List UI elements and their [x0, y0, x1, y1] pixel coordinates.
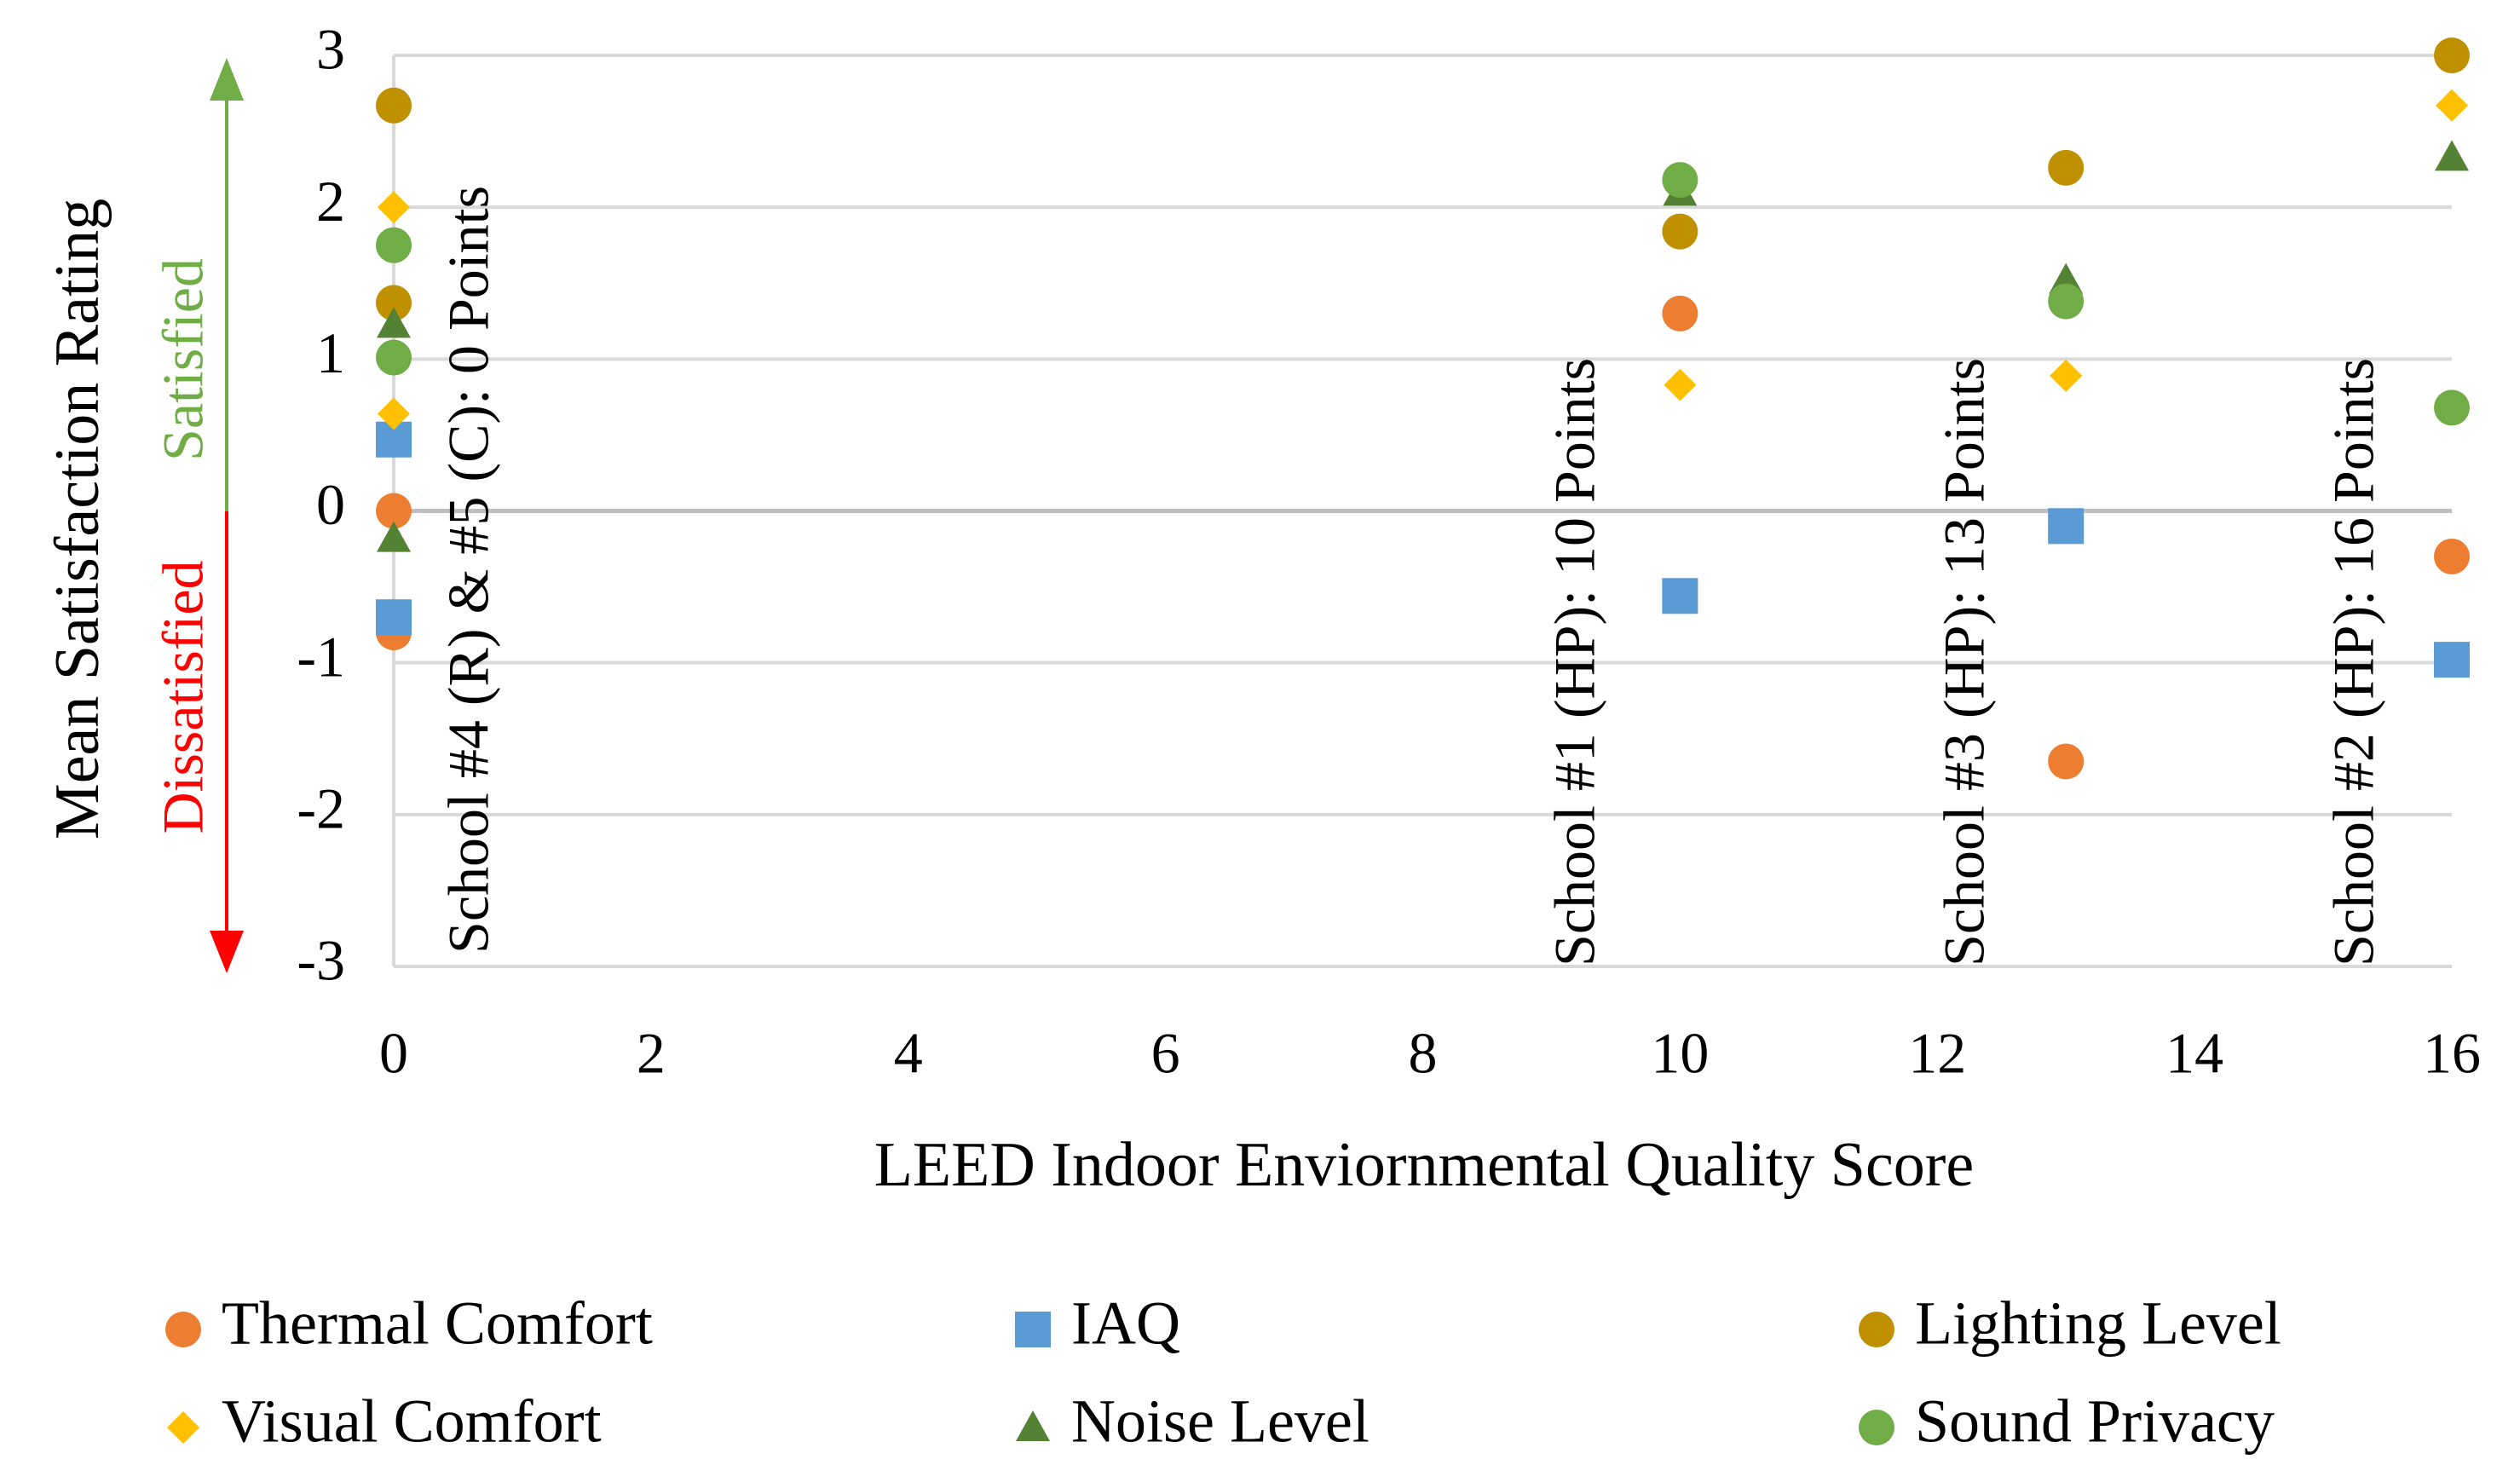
x-tick-label: 2: [637, 1021, 666, 1086]
point: [2435, 140, 2469, 171]
y-tick-label: -1: [297, 624, 345, 689]
legend-label: Sound Privacy: [1915, 1387, 2275, 1456]
y-tick-label: 1: [316, 320, 345, 385]
point: [1662, 162, 1698, 199]
point: [376, 339, 412, 376]
legend-label: Visual Comfort: [222, 1387, 602, 1456]
point: [376, 493, 412, 529]
y-tick-label: -2: [297, 776, 345, 840]
legend-label: Thermal Comfort: [222, 1289, 653, 1358]
point: [376, 285, 412, 321]
y-tick-label: 2: [316, 169, 345, 234]
point: [2434, 538, 2470, 574]
x-tick-label: 4: [894, 1021, 923, 1086]
point: [376, 227, 412, 263]
x-tick-label: 6: [1151, 1021, 1180, 1086]
dissatisfied-label: Dissatisfied: [151, 560, 216, 833]
point: [2050, 359, 2083, 392]
legend-label: Lighting Level: [1915, 1289, 2281, 1358]
legend-marker: [165, 1312, 201, 1347]
y-tick-label: 0: [316, 472, 345, 537]
point: [2048, 283, 2085, 320]
point: [2434, 389, 2470, 426]
y-axis-label: Mean Satisfaction Rating: [43, 199, 112, 839]
annotation: School #4 (R) & #5 (C): 0 Points: [436, 186, 501, 954]
legend-label: Noise Level: [1071, 1387, 1370, 1456]
point: [376, 87, 412, 124]
x-tick-label: 14: [2165, 1021, 2223, 1086]
satisfied-label: Satisfied: [151, 258, 216, 461]
point: [1662, 578, 1698, 614]
x-axis-label: LEED Indoor Enviornmental Quality Score: [874, 1130, 1975, 1200]
point: [1662, 213, 1698, 250]
legend-marker: [167, 1411, 199, 1444]
point: [1664, 368, 1697, 401]
point: [2048, 149, 2085, 186]
legend-marker: [1859, 1410, 1894, 1445]
legend-marker: [1859, 1312, 1894, 1347]
satisfied-arrow-head: [210, 58, 244, 101]
dissatisfied-arrow-head: [210, 931, 244, 973]
point: [2434, 37, 2470, 73]
point: [2048, 508, 2085, 545]
point: [377, 521, 411, 552]
point: [378, 191, 410, 224]
point: [2436, 89, 2468, 122]
point: [378, 397, 410, 430]
annotation: School #1 (HP): 10 Points: [1543, 358, 1607, 966]
legend-marker: [1015, 1312, 1051, 1347]
point: [2434, 642, 2470, 678]
x-tick-label: 16: [2423, 1021, 2481, 1086]
x-tick-label: 0: [379, 1021, 408, 1086]
point: [376, 599, 412, 636]
y-tick-label: -3: [297, 928, 345, 993]
x-tick-label: 10: [1651, 1021, 1709, 1086]
point: [1662, 295, 1698, 332]
annotation: School #2 (HP): 16 Points: [2321, 358, 2386, 966]
point: [2048, 743, 2085, 780]
point: [377, 307, 411, 338]
annotation: School #3 (HP): 13 Points: [1932, 358, 1997, 966]
y-tick-label: 3: [316, 17, 345, 82]
x-tick-label: 8: [1409, 1021, 1438, 1086]
x-tick-label: 12: [1908, 1021, 1966, 1086]
legend-marker: [1016, 1410, 1050, 1441]
legend-label: IAQ: [1071, 1289, 1180, 1358]
